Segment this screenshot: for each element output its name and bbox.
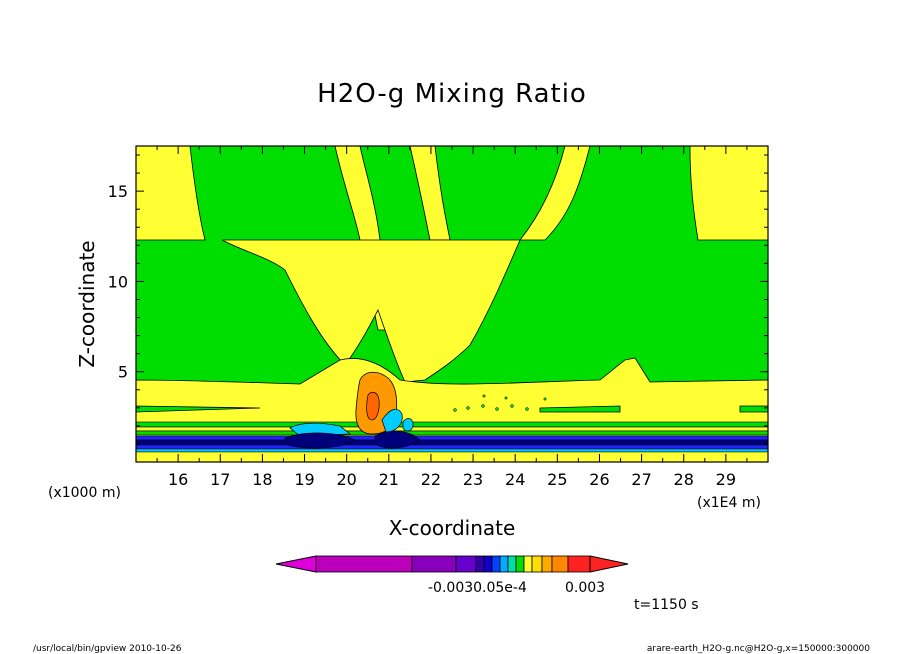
x-axis-label: X-coordinate (389, 516, 516, 540)
x-tick-label: 19 (294, 470, 314, 489)
colorbar-label-right: 0.003 (565, 580, 605, 596)
colorbar-segment (315, 555, 413, 573)
colorbar-segment (475, 555, 485, 573)
x-tick-label: 27 (631, 470, 651, 489)
footer-left: /usr/local/bin/gpview 2010-10-26 (33, 644, 182, 654)
footer-right: arare-earth_H2O-g.nc@H2O-g,x=150000:3000… (647, 644, 870, 654)
y-tick-label: 15 (108, 182, 128, 201)
x-tick-label: 16 (168, 470, 188, 489)
y-tick-label: 5 (118, 363, 128, 382)
x-tick-label: 17 (210, 470, 230, 489)
contour-cyan-left (289, 422, 351, 437)
x-tick-label: 18 (252, 470, 272, 489)
x-tick-label: 24 (505, 470, 525, 489)
contour-yellow-upper-left (135, 145, 206, 241)
colorbar (275, 555, 629, 573)
x-tick-label: 21 (379, 470, 399, 489)
colorbar-segment (567, 555, 591, 573)
x-ticks: 16 17 18 19 20 21 22 23 24 25 26 27 28 29 (156, 146, 748, 489)
contour-cyan-layer-4 (135, 448, 769, 453)
colorbar-segment (523, 555, 533, 573)
colorbar-arrow-right (589, 555, 629, 573)
x-tick-label: 29 (716, 470, 736, 489)
x-tick-label: 20 (336, 470, 356, 489)
colorbar-segment (541, 555, 553, 573)
contour-yellow-lower (135, 357, 769, 441)
colorbar-segment (411, 555, 457, 573)
colorbar-segment (455, 555, 477, 573)
plot-area: 16 17 18 19 20 21 22 23 24 25 26 27 28 29 5 10 15 (108, 145, 769, 489)
colorbar-segment (531, 555, 543, 573)
colorbar-segment (499, 555, 509, 573)
x-tick-label: 22 (421, 470, 441, 489)
contour-yellow-column-c (519, 145, 591, 241)
contour-navy-blob-left (284, 432, 356, 449)
contour-yellow-upper-right (689, 145, 769, 241)
contour-blue-layer-1 (135, 435, 769, 441)
time-label: t=1150 s (634, 597, 699, 613)
y-tick-label: 10 (108, 272, 128, 291)
contour-green-band-4 (135, 421, 769, 428)
y-ticks: 5 10 15 (108, 154, 768, 445)
colorbar-segment (507, 555, 517, 573)
colorbar-segment (483, 555, 493, 573)
colorbar-label-left: -0.0030.05e-4 (428, 580, 527, 596)
x-tick-label: 28 (674, 470, 694, 489)
y-axis-label: Z-coordinate (75, 240, 99, 367)
contour-cyan-small (402, 418, 414, 432)
y-unit-label: (x1000 m) (48, 485, 121, 501)
colorbar-segment (551, 555, 569, 573)
contour-green-band-3 (739, 405, 769, 413)
colorbar-segment (491, 555, 501, 573)
x-tick-label: 26 (589, 470, 609, 489)
colorbar-segment (515, 555, 525, 573)
contour-green-band-6 (135, 430, 769, 436)
contour-blue-layer-3 (135, 444, 769, 450)
chart-title: H2O-g Mixing Ratio (317, 79, 587, 109)
contour-small-cells (453, 394, 547, 412)
colorbar-arrow-left (275, 555, 317, 573)
contour-green-band-2 (539, 405, 621, 413)
x-tick-label: 25 (547, 470, 567, 489)
contour-yellow-band-5 (135, 426, 769, 432)
contour-navy-layer-2 (135, 439, 769, 446)
x-unit-label: (x1E4 m) (697, 495, 761, 511)
x-tick-label: 23 (463, 470, 483, 489)
contour-yellow-plume (221, 239, 521, 383)
contour-navy-blob-right (374, 430, 421, 449)
contour-orangered-inner (366, 391, 380, 421)
